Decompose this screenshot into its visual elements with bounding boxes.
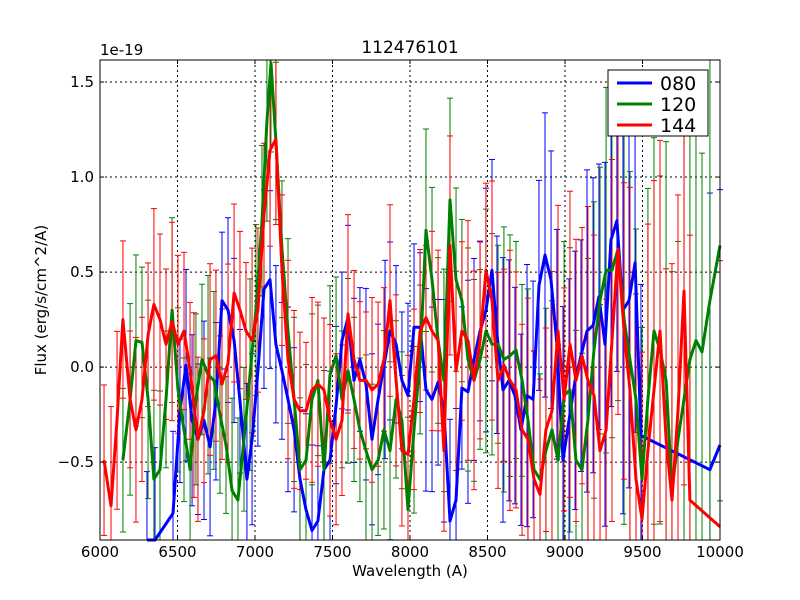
axes-frame [99, 59, 721, 541]
axis-ticks: 6000 6500 7000 7500 8000 8500 9000 9500 10000 −0.… [58, 60, 744, 561]
legend-label-080: 080 [660, 73, 696, 95]
y-tick-label: 0.5 [70, 263, 94, 281]
x-tick-label: 8000 [391, 543, 429, 561]
series-line-144 [102, 137, 721, 528]
x-tick-label: 6500 [158, 543, 196, 561]
x-tick-label: 7500 [313, 543, 351, 561]
series-lines [102, 61, 722, 542]
x-tick-label: 7000 [236, 543, 274, 561]
y-tick-label: −0.5 [58, 453, 94, 471]
y-tick-label: 1.0 [70, 168, 94, 186]
y-tick-label: 0.0 [70, 358, 94, 376]
x-tick-label: 10000 [696, 543, 744, 561]
y-axis-label: Flux (erg/s/cm^2/A) [32, 225, 50, 376]
x-axis-label: Wavelength (A) [352, 562, 468, 580]
chart-title: 112476101 [361, 38, 458, 58]
series-line-120 [121, 61, 722, 512]
x-tick-label: 9000 [546, 543, 584, 561]
legend-label-120: 120 [660, 94, 696, 116]
x-tick-label: 6000 [81, 543, 119, 561]
x-tick-label: 9500 [623, 543, 661, 561]
x-tick-label: 8500 [468, 543, 506, 561]
legend-label-144: 144 [660, 115, 696, 137]
y-offset-label: 1e-19 [100, 41, 143, 59]
y-tick-label: 1.5 [70, 73, 94, 91]
